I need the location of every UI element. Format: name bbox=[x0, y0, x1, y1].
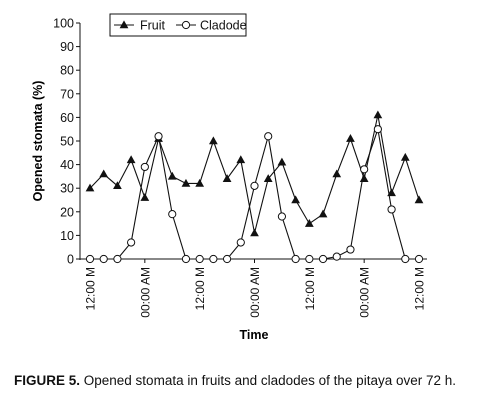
fruit-point bbox=[99, 169, 109, 178]
y-tick-labels: 0 10 20 30 40 50 60 70 80 90 100 bbox=[53, 17, 74, 267]
cladode-point bbox=[414, 254, 424, 264]
y-tick-label: 20 bbox=[60, 205, 74, 219]
cladode-point bbox=[140, 162, 149, 172]
fruit-point bbox=[332, 169, 342, 178]
fruit-point bbox=[167, 171, 177, 180]
x-tick-label: 00:00 AM bbox=[358, 267, 372, 318]
fruit-point bbox=[85, 183, 95, 192]
legend-label-cladode: Cladode bbox=[200, 19, 247, 33]
cladode-point bbox=[195, 254, 204, 264]
fruit-point bbox=[318, 209, 328, 218]
y-tick-label: 80 bbox=[60, 64, 74, 78]
cladode-point bbox=[264, 132, 273, 141]
series-markers bbox=[85, 110, 424, 264]
cladode-point bbox=[387, 205, 396, 214]
cladode-point bbox=[181, 254, 191, 264]
cladode-point bbox=[291, 254, 300, 264]
fruit-point bbox=[346, 134, 355, 142]
fruit-point bbox=[359, 174, 369, 182]
cladode-point bbox=[209, 254, 218, 264]
cladode-point bbox=[318, 254, 328, 264]
y-tick-label: 100 bbox=[53, 17, 74, 31]
fruit-point bbox=[400, 152, 410, 161]
fruit-point bbox=[236, 155, 246, 164]
x-tick-label: 12:00 M bbox=[193, 267, 207, 310]
fruit-point bbox=[113, 181, 122, 190]
y-tick-label: 30 bbox=[60, 182, 74, 196]
fruit-point bbox=[140, 193, 150, 201]
fruit-point bbox=[277, 157, 287, 166]
fruit-point bbox=[195, 178, 205, 187]
legend-marker-fruit bbox=[119, 20, 129, 29]
cladode-point bbox=[332, 252, 341, 261]
cladode-point bbox=[222, 254, 232, 264]
fruit-point bbox=[263, 174, 273, 182]
cladode-point bbox=[401, 254, 410, 264]
x-tick-label: 00:00 AM bbox=[248, 267, 262, 318]
fruit-point bbox=[126, 155, 136, 164]
y-tick-label: 70 bbox=[60, 87, 74, 101]
cladode-point bbox=[113, 254, 122, 264]
cladode-point bbox=[305, 254, 314, 264]
fruit-point bbox=[387, 188, 396, 197]
fruit-point bbox=[209, 136, 218, 145]
cladode-point bbox=[360, 165, 369, 174]
y-tick-label: 50 bbox=[60, 135, 74, 149]
fruit-point bbox=[222, 174, 232, 182]
y-tick-label: 0 bbox=[67, 253, 74, 267]
x-tick-labels: 12:00 M 00:00 AM 12:00 M 00:00 AM 12:00 M 00:… bbox=[84, 267, 427, 318]
cladode-point bbox=[85, 254, 95, 264]
caption-text: Opened stomata in fruits and cladodes of… bbox=[80, 373, 456, 388]
cladode-point bbox=[168, 210, 177, 219]
fruit-point bbox=[250, 228, 259, 237]
fruit-point bbox=[373, 110, 383, 119]
y-tick-label: 40 bbox=[60, 158, 74, 172]
fruit-series-line bbox=[89, 114, 420, 234]
cladode-point bbox=[373, 125, 382, 134]
fruit-point bbox=[181, 178, 191, 187]
legend-label-fruit: Fruit bbox=[140, 19, 166, 33]
legend-marker-cladode bbox=[181, 20, 191, 30]
x-tick-label: 12:00 M bbox=[84, 267, 98, 310]
cladode-point bbox=[346, 245, 355, 254]
x-tick-label: 12:00 M bbox=[303, 267, 317, 310]
figure-caption: FIGURE 5. Opened stomata in fruits and c… bbox=[14, 373, 474, 388]
cladode-point bbox=[127, 238, 136, 247]
cladode-point bbox=[250, 181, 259, 190]
cladode-point bbox=[277, 212, 287, 221]
cladode-point bbox=[236, 238, 245, 247]
x-tick-label: 12:00 M bbox=[413, 267, 427, 310]
y-tick-label: 60 bbox=[60, 111, 74, 125]
y-tick-label: 10 bbox=[60, 229, 74, 243]
caption-lead: FIGURE 5. bbox=[14, 373, 81, 388]
fruit-point bbox=[304, 219, 314, 227]
x-axis-label: Time bbox=[240, 328, 269, 342]
legend: Fruit Cladode bbox=[109, 13, 247, 37]
axes bbox=[76, 22, 427, 263]
fruit-point bbox=[414, 195, 424, 204]
y-axis-label: Opened stomata (%) bbox=[31, 81, 45, 202]
cladode-series-line bbox=[90, 129, 419, 260]
cladode-point bbox=[154, 132, 163, 141]
fruit-point bbox=[291, 195, 300, 204]
y-tick-label: 90 bbox=[60, 40, 74, 54]
cladode-point bbox=[99, 254, 108, 264]
x-tick-label: 00:00 AM bbox=[138, 267, 152, 318]
